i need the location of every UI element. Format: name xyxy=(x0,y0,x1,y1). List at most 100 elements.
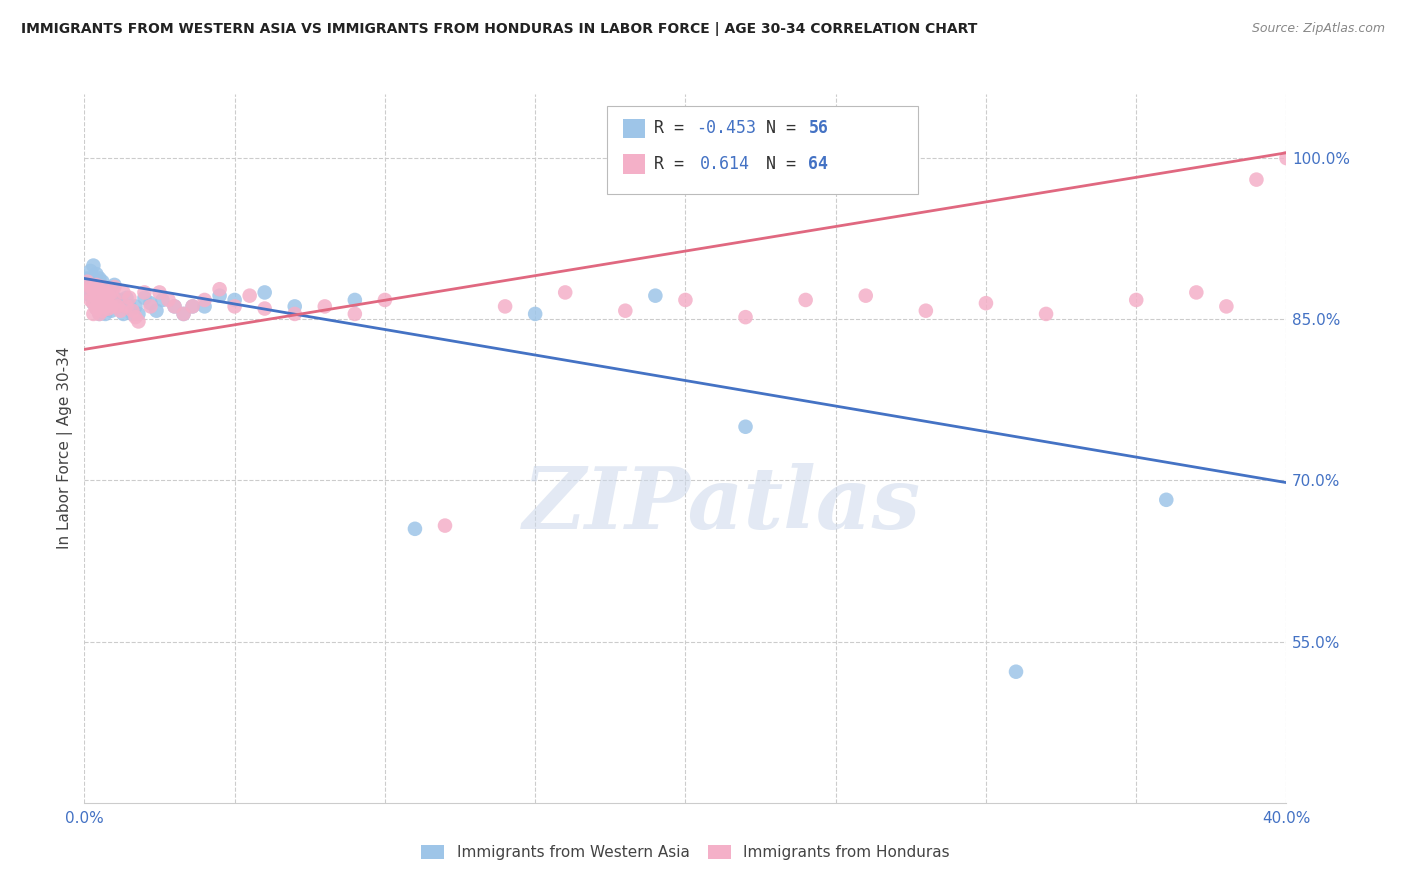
Point xyxy=(1125,293,1147,307)
Point xyxy=(82,282,104,296)
Point xyxy=(794,293,817,307)
Point xyxy=(163,300,186,314)
Text: R =: R = xyxy=(654,155,704,173)
Point xyxy=(121,307,143,321)
Point xyxy=(97,300,120,314)
Text: N =: N = xyxy=(766,120,806,137)
Point xyxy=(374,293,396,307)
Text: -0.453: -0.453 xyxy=(696,120,756,137)
Point xyxy=(145,303,167,318)
Point xyxy=(163,300,186,314)
Point xyxy=(103,277,125,292)
Legend: Immigrants from Western Asia, Immigrants from Honduras: Immigrants from Western Asia, Immigrants… xyxy=(415,838,956,866)
Text: IMMIGRANTS FROM WESTERN ASIA VS IMMIGRANTS FROM HONDURAS IN LABOR FORCE | AGE 30: IMMIGRANTS FROM WESTERN ASIA VS IMMIGRAN… xyxy=(21,22,977,37)
Point xyxy=(94,282,117,296)
Point xyxy=(253,301,276,316)
Text: 0.614: 0.614 xyxy=(700,155,751,173)
Point xyxy=(134,291,156,305)
Point xyxy=(91,280,114,294)
Point xyxy=(82,285,104,300)
Point xyxy=(239,288,262,302)
Point xyxy=(148,285,170,300)
Point xyxy=(1275,151,1298,165)
Point xyxy=(86,301,108,316)
Point xyxy=(181,300,204,314)
Point xyxy=(103,293,125,307)
Point xyxy=(79,280,101,294)
Point xyxy=(139,296,162,310)
Point xyxy=(79,293,101,307)
Point xyxy=(284,307,307,321)
Text: Source: ZipAtlas.com: Source: ZipAtlas.com xyxy=(1251,22,1385,36)
Point xyxy=(208,288,231,302)
Point xyxy=(110,303,132,318)
Point xyxy=(224,300,246,314)
Point xyxy=(82,307,104,321)
Point xyxy=(152,293,174,307)
Point xyxy=(253,285,276,300)
Point xyxy=(94,300,117,314)
Point xyxy=(89,300,111,314)
Point xyxy=(91,293,114,307)
Point xyxy=(208,282,231,296)
Point xyxy=(173,307,195,321)
Text: ZIPatlas: ZIPatlas xyxy=(523,463,921,547)
Point xyxy=(1185,285,1208,300)
Text: 64: 64 xyxy=(808,155,828,173)
Point xyxy=(121,303,143,318)
Point xyxy=(82,271,104,285)
Point xyxy=(97,288,120,302)
Point xyxy=(115,291,138,305)
Point xyxy=(91,303,114,318)
Point xyxy=(100,291,122,305)
Point xyxy=(614,303,637,318)
Point xyxy=(124,310,146,325)
Point xyxy=(91,275,114,289)
Point xyxy=(224,293,246,307)
Point xyxy=(82,296,104,310)
Point xyxy=(86,267,108,281)
Point xyxy=(118,291,141,305)
Point xyxy=(855,288,877,302)
Point xyxy=(76,277,98,292)
Point xyxy=(734,419,756,434)
Point xyxy=(343,293,366,307)
Point xyxy=(1215,300,1237,314)
Y-axis label: In Labor Force | Age 30-34: In Labor Force | Age 30-34 xyxy=(58,347,73,549)
Point xyxy=(89,271,111,285)
Point xyxy=(1035,307,1057,321)
Point xyxy=(86,291,108,305)
Point xyxy=(107,300,129,314)
Point xyxy=(79,282,101,296)
Point xyxy=(79,288,101,302)
Point xyxy=(100,285,122,300)
Point xyxy=(173,307,195,321)
Point xyxy=(110,293,132,307)
Point xyxy=(284,300,307,314)
Point xyxy=(127,307,149,321)
Point xyxy=(554,285,576,300)
Point xyxy=(97,301,120,316)
Point xyxy=(89,296,111,310)
Point xyxy=(89,282,111,296)
Point xyxy=(1005,665,1028,679)
Point xyxy=(194,293,217,307)
Text: N =: N = xyxy=(766,155,806,173)
Point xyxy=(434,518,457,533)
Point xyxy=(915,303,938,318)
Point xyxy=(181,300,204,314)
Point xyxy=(86,277,108,292)
Point xyxy=(314,300,336,314)
Point xyxy=(107,300,129,314)
Point xyxy=(112,307,135,321)
Point xyxy=(76,275,98,289)
Point xyxy=(404,522,426,536)
Point xyxy=(115,300,138,314)
Point xyxy=(94,285,117,300)
Point xyxy=(91,288,114,302)
Point xyxy=(94,296,117,310)
Point xyxy=(1156,492,1178,507)
Point xyxy=(100,303,122,318)
Point xyxy=(86,293,108,307)
Point xyxy=(82,296,104,310)
